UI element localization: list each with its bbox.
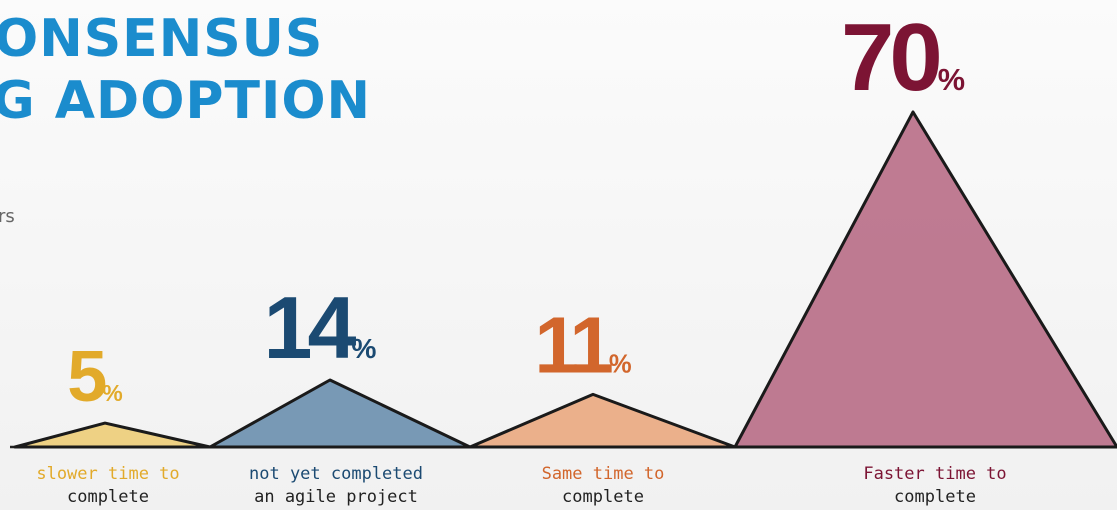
- title-line: ONSENSUS: [0, 9, 323, 69]
- value-label: 11%: [534, 300, 632, 389]
- title-line: G ADOPTION: [0, 71, 371, 131]
- category-label: complete: [67, 487, 149, 507]
- value-unit: %: [351, 333, 376, 364]
- peak: [468, 392, 737, 449]
- category-label: complete: [562, 487, 644, 507]
- category-label: Faster time to: [863, 464, 1006, 484]
- category-label: slower time to: [36, 464, 179, 484]
- value-number: 5: [67, 337, 106, 417]
- category-label: an agile project: [254, 487, 418, 507]
- category-label: not yet completed: [249, 464, 423, 484]
- value-unit: %: [938, 62, 965, 97]
- value-label: 14%: [264, 278, 377, 377]
- value-label: 70%: [841, 4, 965, 111]
- peak: [733, 110, 1117, 449]
- value-unit: %: [609, 350, 632, 378]
- peak: [208, 378, 472, 449]
- value-number: 70: [841, 4, 939, 111]
- category-label: complete: [894, 487, 976, 507]
- value-unit: %: [102, 380, 122, 406]
- peak: [13, 421, 212, 449]
- side-text: rs: [0, 206, 15, 227]
- category-label: Same time to: [542, 464, 665, 484]
- value-number: 11: [534, 300, 612, 389]
- value-number: 14: [264, 278, 357, 377]
